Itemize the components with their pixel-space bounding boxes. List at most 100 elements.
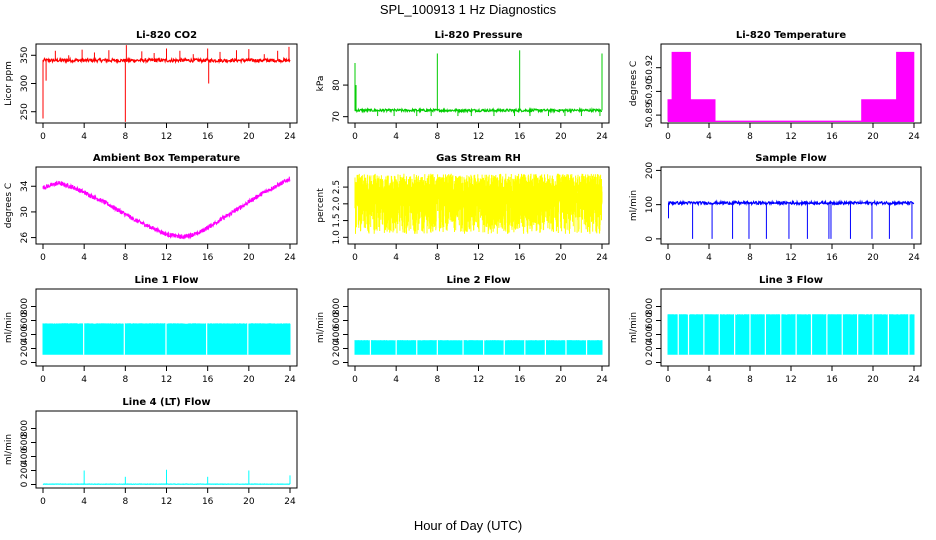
y-tick-label: 0 <box>20 359 30 365</box>
y-tick-label: 200 <box>20 340 30 357</box>
chart-title: Li-820 Temperature <box>736 30 846 41</box>
x-tick-label: 20 <box>555 375 567 385</box>
x-tick-label: 0 <box>352 375 358 385</box>
chart-title: Line 3 Flow <box>759 275 823 286</box>
chart-title: Li-820 CO2 <box>136 30 197 41</box>
y-tick-label: 2.5 <box>332 180 342 194</box>
x-tick-label: 12 <box>161 253 172 263</box>
y-axis-label: degrees C <box>629 61 639 106</box>
series-band <box>354 340 603 355</box>
x-tick-label: 20 <box>867 132 879 142</box>
chart-title: Sample Flow <box>755 153 827 164</box>
data-series <box>42 469 291 485</box>
x-tick-label: 4 <box>81 132 87 142</box>
y-tick-label: 50.89 <box>645 102 655 128</box>
y-tick-label: 26 <box>20 232 30 244</box>
y-tick-label: 300 <box>20 75 30 92</box>
x-tick-label: 8 <box>747 253 753 263</box>
y-tick-label: 600 <box>332 312 342 329</box>
series-band <box>354 173 603 234</box>
y-tick-label: 250 <box>20 103 30 120</box>
series-band <box>896 51 915 122</box>
data-series <box>354 173 603 234</box>
x-tick-label: 24 <box>908 132 920 142</box>
chart-title: Line 4 (LT) Flow <box>122 397 210 408</box>
x-tick-label: 16 <box>514 132 526 142</box>
y-axis-label: ml/min <box>629 312 639 343</box>
y-tick-label: 400 <box>20 326 30 343</box>
y-axis-label: kPa <box>316 76 326 92</box>
y-tick-label: 0 <box>645 359 655 365</box>
x-tick-label: 4 <box>393 253 399 263</box>
y-tick-label: 34 <box>20 180 30 192</box>
x-tick-label: 8 <box>122 253 128 263</box>
chart-title: Ambient Box Temperature <box>93 153 240 164</box>
x-tick-label: 20 <box>867 253 879 263</box>
x-tick-label: 4 <box>393 375 399 385</box>
x-tick-label: 8 <box>747 375 753 385</box>
chart-title: Li-820 Pressure <box>434 30 522 41</box>
x-tick-label: 4 <box>81 375 87 385</box>
y-axis-label: Licor ppm <box>4 61 14 106</box>
plot-frame <box>35 166 298 245</box>
data-series <box>42 176 291 240</box>
x-tick-label: 0 <box>40 375 46 385</box>
y-tick-label: 0 <box>20 481 30 487</box>
data-series <box>667 314 915 355</box>
x-tick-label: 16 <box>202 497 214 507</box>
chart-title: Gas Stream RH <box>436 153 521 164</box>
x-tick-label: 16 <box>514 253 526 263</box>
y-tick-label: 70 <box>332 111 342 123</box>
x-tick-label: 24 <box>596 132 608 142</box>
y-tick-label: 30 <box>20 206 30 218</box>
y-axis-label: percent <box>316 188 326 223</box>
page-title: SPL_100913 1 Hz Diagnostics <box>379 2 557 17</box>
series-line <box>667 199 915 207</box>
y-axis-label: ml/min <box>316 312 326 343</box>
x-tick-label: 16 <box>826 132 838 142</box>
y-tick-label: 200 <box>20 462 30 479</box>
x-tick-label: 20 <box>555 132 567 142</box>
x-tick-label: 0 <box>40 253 46 263</box>
y-tick-label: 400 <box>20 448 30 465</box>
y-tick-label: 800 <box>332 298 342 315</box>
x-tick-label: 4 <box>81 253 87 263</box>
plot-frame <box>660 166 922 245</box>
y-axis-label: degrees C <box>4 183 14 228</box>
data-series <box>354 50 603 117</box>
y-tick-label: 200 <box>645 162 655 179</box>
x-tick-label: 20 <box>243 253 255 263</box>
chart-title: Line 2 Flow <box>447 275 511 286</box>
x-tick-label: 20 <box>555 253 567 263</box>
x-tick-label: 16 <box>826 253 838 263</box>
x-tick-label: 12 <box>785 132 796 142</box>
x-tick-label: 0 <box>665 253 671 263</box>
y-axis-label: ml/min <box>629 190 639 221</box>
series-band <box>861 99 902 122</box>
x-tick-label: 0 <box>352 132 358 142</box>
x-tick-label: 0 <box>40 132 46 142</box>
y-tick-label: 1.0 <box>332 230 342 245</box>
x-tick-label: 20 <box>243 497 255 507</box>
y-tick-label: 0 <box>645 236 655 242</box>
shared-x-axis-label: Hour of Day (UTC) <box>413 518 523 533</box>
x-tick-label: 20 <box>243 132 255 142</box>
data-series <box>42 323 291 355</box>
data-series <box>42 45 291 122</box>
series-line <box>42 176 291 240</box>
data-series <box>667 199 915 239</box>
y-tick-label: 400 <box>645 326 655 343</box>
data-series <box>667 51 915 122</box>
x-tick-label: 12 <box>161 497 172 507</box>
x-tick-label: 12 <box>473 375 484 385</box>
x-tick-label: 0 <box>665 132 671 142</box>
y-tick-label: 800 <box>645 298 655 315</box>
x-tick-label: 12 <box>785 253 796 263</box>
y-tick-label: 80 <box>332 79 342 91</box>
x-tick-label: 0 <box>40 497 46 507</box>
x-tick-label: 12 <box>473 253 484 263</box>
y-axis-label: ml/min <box>4 312 14 343</box>
